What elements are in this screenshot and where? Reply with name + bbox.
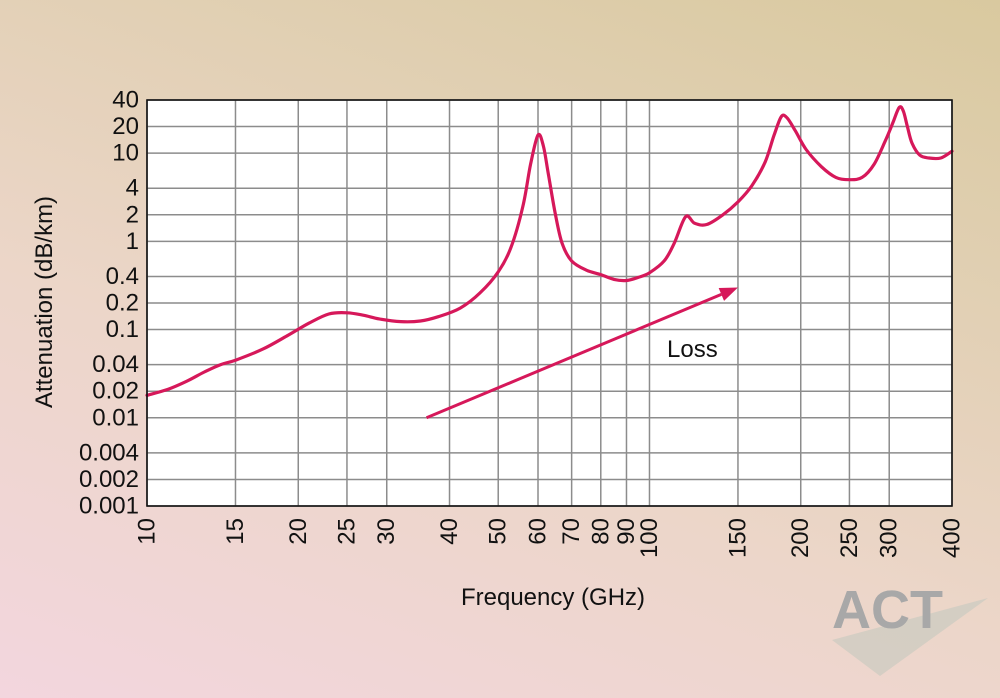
y-tick-label: 1: [126, 228, 139, 255]
x-tick-label: 50: [485, 518, 512, 545]
x-tick-label: 40: [436, 518, 463, 545]
x-tick-label: 150: [724, 518, 751, 558]
x-tick-label: 250: [836, 518, 863, 558]
y-tick-label: 0.002: [79, 466, 139, 493]
y-tick-label: 4: [126, 175, 139, 202]
y-tick-label: 0.004: [79, 439, 139, 466]
act-logo: ACT: [832, 580, 988, 676]
plot-frame: [146, 99, 953, 507]
x-tick-label: 25: [333, 518, 360, 545]
y-tick-label: 0.04: [92, 351, 139, 378]
x-tick-label: 90: [613, 518, 640, 545]
y-tick-label: 0.001: [79, 493, 139, 520]
loss-arrow-head: [718, 287, 738, 301]
y-tick-label: 20: [112, 113, 139, 140]
y-tick-label: 0.02: [92, 378, 139, 405]
y-tick-label: 0.2: [106, 290, 139, 317]
y-tick-label: 10: [112, 140, 139, 167]
x-tick-label: 100: [636, 518, 663, 558]
y-tick-label: 0.1: [106, 316, 139, 343]
loss-arrow-shaft: [425, 293, 722, 420]
logo-swoosh: [832, 598, 988, 676]
x-tick-label: 30: [373, 518, 400, 545]
y-tick-label: 40: [112, 87, 139, 114]
y-axis-title: Attenuation (dB/km): [31, 196, 58, 408]
x-axis-title: Frequency (GHz): [461, 584, 645, 611]
x-tick-label: 80: [587, 518, 614, 545]
y-tick-label: 0.4: [106, 263, 139, 290]
x-tick-label: 15: [222, 518, 249, 545]
x-tick-label: 200: [787, 518, 814, 558]
x-tick-label: 10: [134, 518, 161, 545]
x-tick-label: 20: [285, 518, 312, 545]
attenuation-series-line: [145, 105, 954, 397]
y-tick-label: 0.01: [92, 404, 139, 431]
gridlines: [146, 99, 953, 507]
logo-text: ACT: [832, 580, 943, 640]
x-tick-label: 300: [876, 518, 903, 558]
loss-annotation: Loss: [425, 287, 738, 420]
y-tick-label: 2: [126, 201, 139, 228]
x-tick-label: 70: [558, 518, 585, 545]
loss-label: Loss: [667, 336, 718, 363]
x-tick-label: 400: [939, 518, 966, 558]
x-tick-label: 60: [525, 518, 552, 545]
